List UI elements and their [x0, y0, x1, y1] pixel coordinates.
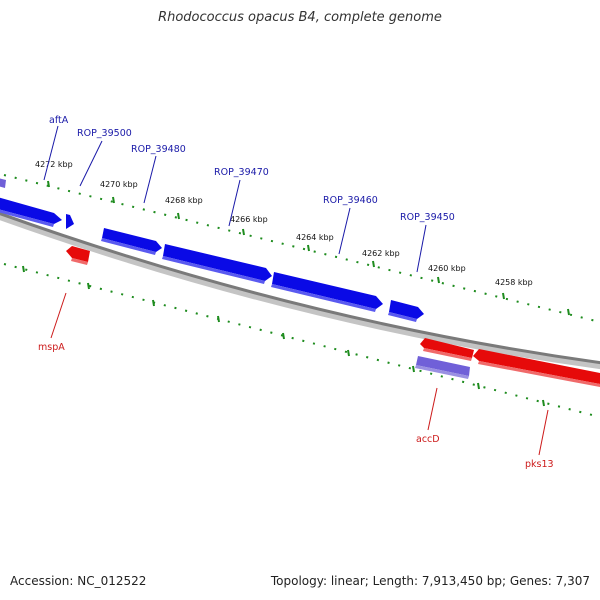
- gene-pks13-shade: [478, 361, 600, 388]
- major-tick-4266: [242, 228, 245, 236]
- inner-major-tick-9: [542, 399, 545, 407]
- connector-ROP_39450: [416, 224, 427, 273]
- tick-label-4268: 4268 kbp: [165, 196, 203, 205]
- rna-feature-left-edge: [0, 178, 6, 188]
- label-accD[interactable]: accD: [416, 434, 440, 445]
- reverse-genes: [66, 246, 600, 388]
- backbone: [0, 211, 600, 365]
- major-tick-4262: [372, 260, 375, 268]
- gene-ROP_39480-shade: [162, 256, 265, 284]
- label-aftA[interactable]: aftA: [49, 115, 69, 126]
- gene-ROP_39460-arrow[interactable]: [272, 272, 383, 309]
- connector-ROP_39470: [228, 179, 241, 227]
- major-tick-4268: [177, 212, 180, 220]
- gene-ROP_39500-shade: [101, 238, 156, 255]
- rna-features: [0, 178, 470, 379]
- inner-major-tick-7: [412, 365, 415, 373]
- gene-labels: aftA ROP_39500 ROP_39480 ROP_39470 ROP_3…: [38, 115, 554, 470]
- inner-major-tick-8: [477, 382, 480, 390]
- major-tick-4256: [567, 308, 570, 316]
- tick-label-4264: 4264 kbp: [296, 233, 334, 242]
- connector-aftA: [43, 125, 59, 181]
- major-tick-4272: [47, 180, 50, 188]
- gene-accD-arrow[interactable]: [420, 338, 474, 358]
- backbone-shadow: [0, 212, 600, 370]
- label-pks13[interactable]: pks13: [525, 459, 554, 470]
- major-tick-4264: [307, 244, 310, 252]
- tick-label-4272: 4272 kbp: [35, 160, 73, 169]
- tick-label-4266: 4266 kbp: [230, 215, 268, 224]
- gene-aftA-arrow[interactable]: [0, 196, 62, 224]
- scale-tick-labels: 4272 kbp 4270 kbp 4268 kbp 4266 kbp 4264…: [35, 160, 533, 287]
- gene-ROP_39450-shade: [388, 312, 417, 322]
- accession-text: Accession: NC_012522: [10, 574, 147, 588]
- connector-mspA: [50, 292, 67, 339]
- inner-major-tick-5: [282, 332, 285, 340]
- inner-major-tick-3: [152, 299, 155, 307]
- label-connectors: [43, 125, 549, 456]
- label-ROP_39450[interactable]: ROP_39450: [400, 212, 455, 223]
- gene-small-arrow[interactable]: [66, 214, 74, 229]
- gene-ROP_39480-arrow[interactable]: [163, 244, 272, 281]
- connector-ROP_39480: [143, 155, 157, 204]
- forward-genes: [0, 196, 424, 322]
- inner-major-tick-1: [22, 265, 25, 273]
- gene-accD-shade: [423, 348, 472, 361]
- tick-label-4260: 4260 kbp: [428, 264, 466, 273]
- inner-major-tick-2: [87, 282, 90, 290]
- tick-row-inner: [3, 263, 597, 417]
- gene-ROP_39450-arrow[interactable]: [389, 300, 424, 319]
- connector-ROP_39500: [79, 140, 103, 187]
- gene-aftA-shade: [0, 209, 54, 227]
- map-title: Rhodococcus opacus B4, complete genome: [158, 10, 442, 25]
- tick-label-4262: 4262 kbp: [362, 249, 400, 258]
- connector-accD: [427, 387, 438, 431]
- tick-row-outer: [3, 174, 597, 322]
- label-ROP_39460[interactable]: ROP_39460: [323, 195, 378, 206]
- rna-feature-accD-shade: [415, 365, 469, 379]
- label-ROP_39480[interactable]: ROP_39480: [131, 144, 186, 155]
- gene-ROP_39460-shade: [271, 284, 376, 312]
- gene-mspA-shade: [71, 258, 88, 265]
- gene-pks13-arrow[interactable]: [473, 349, 600, 385]
- major-tick-4270: [112, 196, 115, 204]
- gene-ROP_39500-arrow[interactable]: [102, 228, 162, 252]
- major-tick-4258: [502, 292, 505, 300]
- backbone-group: [0, 211, 600, 370]
- inner-major-tick-4: [217, 315, 220, 323]
- label-ROP_39470[interactable]: ROP_39470: [214, 167, 269, 178]
- inner-major-tick-6: [347, 349, 350, 357]
- connector-pks13: [538, 409, 549, 456]
- label-mspA[interactable]: mspA: [38, 342, 65, 353]
- connector-ROP_39460: [338, 207, 351, 255]
- rna-feature-accD: [416, 356, 470, 376]
- tick-label-4270: 4270 kbp: [100, 180, 138, 189]
- label-ROP_39500[interactable]: ROP_39500: [77, 128, 132, 139]
- tick-label-4258: 4258 kbp: [495, 278, 533, 287]
- major-tick-4260: [437, 276, 440, 284]
- genome-summary-text: Topology: linear; Length: 7,913,450 bp; …: [270, 574, 590, 588]
